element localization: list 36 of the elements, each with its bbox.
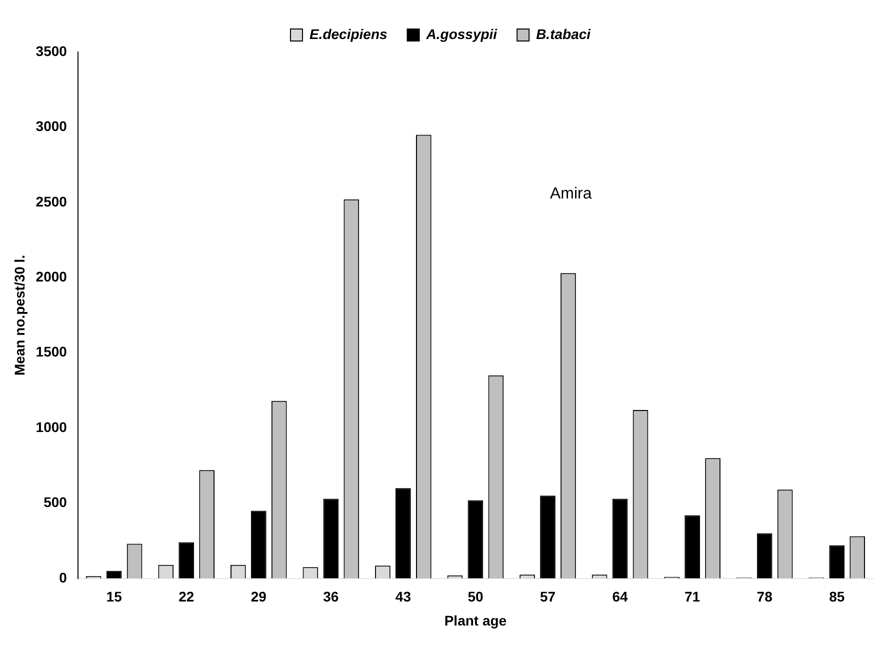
x-tick-label: 71 [684, 588, 700, 605]
y-tick-label: 2000 [36, 268, 68, 284]
x-tick-label: 29 [250, 588, 267, 605]
bar [756, 533, 772, 578]
y-tick-label: 0 [59, 569, 68, 586]
y-tick-label: 1000 [36, 418, 68, 435]
x-tick-label: 22 [178, 588, 194, 605]
x-tick-label: 85 [829, 588, 845, 605]
x-axis-title: Plant age [444, 612, 507, 628]
legend-label: E.decipiens [309, 26, 388, 42]
bar [540, 496, 556, 578]
bar [684, 515, 700, 578]
annotation: Amira [550, 186, 592, 203]
y-tick-label: 3000 [36, 118, 68, 134]
legend-label: B.tabaci [536, 26, 592, 42]
bar [323, 498, 339, 578]
y-tick-label: 500 [44, 494, 68, 510]
x-tick-label: 64 [612, 588, 628, 605]
x-tick-label: 36 [323, 588, 339, 605]
y-tick-label: 1500 [36, 344, 68, 360]
x-tick-label: 15 [106, 588, 122, 605]
bar [612, 498, 628, 578]
x-tick-label: 50 [468, 588, 484, 605]
y-tick-label: 3500 [36, 42, 68, 59]
x-tick-label: 57 [540, 588, 556, 605]
bar [106, 570, 122, 578]
bar [468, 500, 484, 578]
y-axis-title: Mean no.pest/30 l. [11, 254, 28, 376]
y-tick-label: 2500 [36, 193, 68, 210]
bar [396, 488, 411, 578]
bar [178, 542, 194, 578]
bar [250, 510, 266, 578]
x-tick-label: 78 [756, 588, 773, 605]
x-tick-label: 43 [395, 588, 412, 605]
legend-label: A.gossypii [425, 26, 498, 42]
bar [829, 545, 845, 578]
